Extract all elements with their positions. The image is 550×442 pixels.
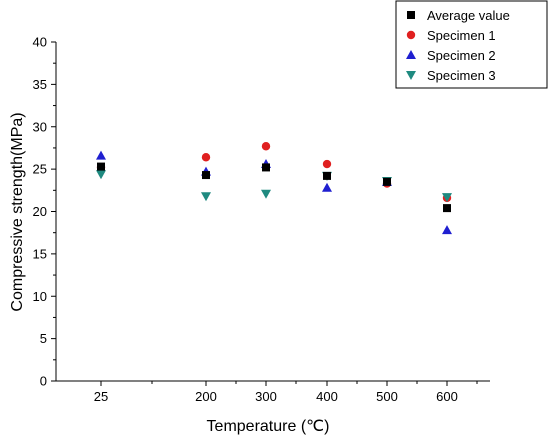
data-point-square bbox=[97, 162, 105, 171]
data-point-circle bbox=[322, 159, 332, 169]
y-tick-label: 35 bbox=[33, 77, 47, 92]
data-point-triangle-down bbox=[442, 193, 452, 203]
x-ticks: 25 200 300 400 500 600 bbox=[94, 381, 478, 404]
data-point-triangle-up bbox=[322, 182, 332, 192]
legend-label: Average value bbox=[427, 8, 510, 23]
y-ticks: 0 5 10 15 20 25 30 35 40 bbox=[33, 35, 56, 389]
data-point-circle bbox=[201, 153, 211, 162]
y-tick-label: 15 bbox=[33, 246, 47, 261]
y-tick-label: 0 bbox=[40, 374, 47, 389]
x-tick-label: 400 bbox=[316, 389, 338, 404]
data-point-square bbox=[443, 204, 451, 213]
legend-box bbox=[395, 0, 548, 89]
legend-label: Specimen 3 bbox=[427, 68, 496, 83]
y-tick-label: 25 bbox=[33, 162, 47, 177]
legend-marker-triangle-down bbox=[406, 71, 416, 80]
x-tick-label: 500 bbox=[376, 389, 398, 404]
data-point-square bbox=[262, 163, 270, 172]
x-tick-label: 25 bbox=[94, 389, 108, 404]
legend-marker-square bbox=[407, 11, 415, 19]
data-markers bbox=[96, 142, 452, 235]
data-point-triangle-down bbox=[261, 189, 271, 199]
x-axis-title: Temperature (℃) bbox=[207, 418, 330, 435]
legend-marker-triangle-up bbox=[406, 50, 416, 59]
y-tick-label: 40 bbox=[33, 35, 47, 50]
legend-label: Specimen 1 bbox=[427, 28, 496, 43]
y-tick-label: 10 bbox=[33, 289, 47, 304]
y-tick-label: 30 bbox=[33, 119, 47, 134]
x-tick-label: 200 bbox=[195, 389, 217, 404]
y-axis-title: Compressive strength(MPa) bbox=[9, 112, 26, 311]
plot-area bbox=[55, 42, 490, 382]
data-point-square bbox=[383, 177, 391, 186]
y-tick-label: 20 bbox=[33, 204, 47, 219]
data-point-triangle-down bbox=[201, 192, 211, 202]
x-tick-label: 300 bbox=[255, 389, 277, 404]
data-point-circle bbox=[261, 142, 271, 151]
data-point-square bbox=[323, 171, 331, 180]
y-tick-label: 5 bbox=[40, 331, 47, 346]
x-tick-label: 600 bbox=[436, 389, 458, 404]
data-point-square bbox=[202, 171, 210, 180]
data-point-triangle-up bbox=[442, 225, 452, 235]
data-point-triangle-up bbox=[96, 150, 106, 160]
legend-label: Specimen 2 bbox=[427, 48, 496, 63]
data-point-triangle-down bbox=[96, 170, 106, 180]
legend: Average value Specimen 1 Specimen 2 Specime… bbox=[395, 0, 548, 89]
legend-marker-circle bbox=[406, 30, 416, 40]
